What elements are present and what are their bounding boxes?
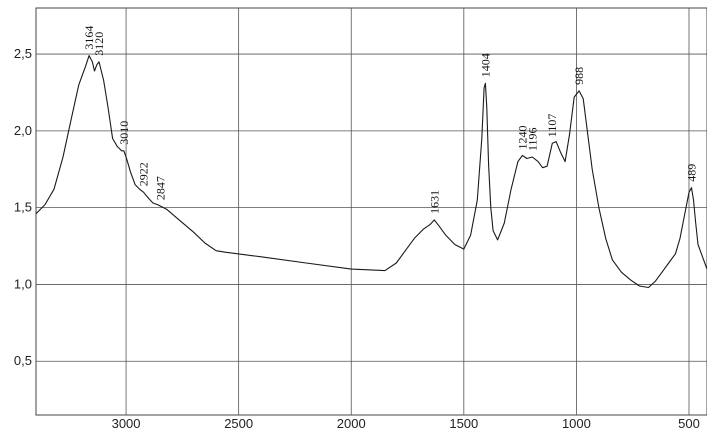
x-tick-label: 500 [678, 416, 700, 428]
peak-label: 1107 [545, 114, 559, 138]
spectrum-line [35, 55, 707, 289]
y-tick-label: 2,5 [14, 46, 32, 61]
y-tick-label: 0,5 [14, 353, 32, 368]
x-axis: 3000 2500 2000 1500 1000 500 [112, 416, 700, 428]
peak-label: 3120 [92, 32, 106, 56]
y-tick-label: 2,0 [14, 123, 32, 138]
y-tick-label: 1,5 [14, 200, 32, 215]
y-axis: 0,5 1,0 1,5 2,0 2,5 [14, 46, 32, 368]
peak-label: 489 [684, 164, 698, 182]
x-tick-label: 2000 [337, 416, 366, 428]
peak-label: 1404 [478, 53, 492, 77]
peak-label: 1631 [427, 190, 441, 214]
peak-label: 3010 [117, 121, 131, 145]
x-tick-label: 3000 [112, 416, 141, 428]
plot-frame [35, 7, 707, 416]
peak-label: 2847 [154, 176, 168, 200]
peak-label: 2922 [137, 162, 151, 186]
peak-label: 1240 [515, 125, 529, 149]
y-tick-label: 1,0 [14, 276, 32, 291]
peak-label: 1196 [525, 127, 539, 151]
peak-label: 3164 [82, 26, 96, 50]
x-tick-label: 1500 [449, 416, 478, 428]
peak-label: 988 [572, 67, 586, 85]
x-tick-label: 1000 [562, 416, 591, 428]
x-tick-label: 2500 [224, 416, 253, 428]
grid-lines [36, 8, 707, 415]
